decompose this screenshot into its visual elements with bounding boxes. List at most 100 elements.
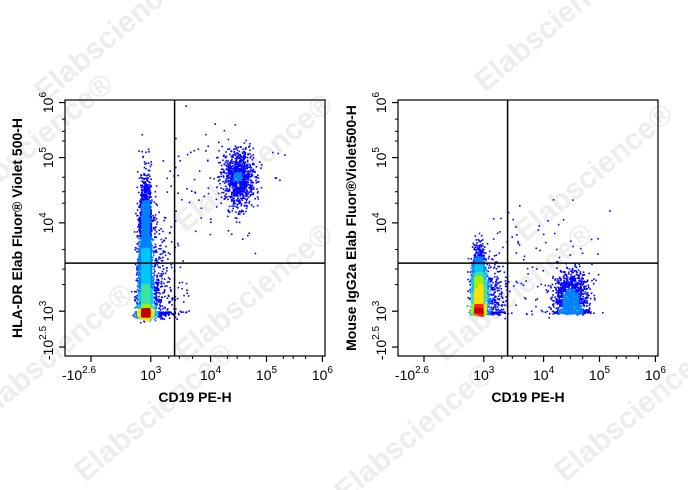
- event-dot: [150, 238, 152, 241]
- event-dot: [150, 249, 153, 251]
- event-dot: [227, 215, 229, 218]
- event-dot: [139, 200, 141, 202]
- event-dot: [147, 206, 149, 208]
- event-dot: [224, 182, 226, 184]
- event-dot: [209, 177, 211, 179]
- event-dot: [226, 174, 229, 177]
- event-dot: [153, 286, 155, 288]
- event-dot: [177, 192, 179, 194]
- event-dot: [230, 178, 232, 180]
- event-dot: [241, 199, 243, 201]
- event-dot: [170, 290, 172, 292]
- event-dot: [136, 288, 139, 291]
- watermark-text: Elabscience®: [168, 217, 339, 368]
- event-dot: [166, 281, 169, 283]
- event-dot: [156, 286, 159, 289]
- event-dot: [246, 183, 248, 186]
- event-dot: [230, 172, 232, 174]
- event-dot: [237, 188, 239, 190]
- event-dot: [155, 223, 158, 225]
- event-dot: [168, 312, 171, 315]
- event-dot: [143, 174, 145, 176]
- event-dot: [143, 209, 145, 211]
- event-dot: [232, 182, 235, 184]
- event-dot: [179, 310, 182, 313]
- event-dot: [236, 190, 238, 192]
- event-dot: [210, 218, 212, 220]
- event-dot: [242, 210, 245, 213]
- event-dot: [141, 186, 143, 189]
- event-dot: [154, 302, 156, 305]
- event-dot: [153, 283, 155, 286]
- event-dot: [164, 312, 166, 315]
- event-dot: [242, 183, 245, 185]
- event-dot: [239, 157, 242, 160]
- event-dot: [139, 278, 141, 280]
- event-dot: [237, 167, 240, 169]
- event-dot: [162, 251, 165, 254]
- event-dot: [163, 282, 165, 285]
- event-dot: [240, 191, 243, 193]
- event-dot: [144, 163, 146, 165]
- event-dot: [237, 211, 240, 214]
- event-dot: [237, 179, 239, 181]
- event-dot: [245, 174, 248, 176]
- event-dot: [252, 169, 254, 172]
- event-dot: [139, 204, 141, 206]
- event-dot: [225, 175, 228, 177]
- event-dot: [236, 217, 238, 220]
- event-dot: [242, 171, 245, 173]
- event-dot: [148, 188, 150, 190]
- event-dot: [247, 196, 250, 199]
- event-dot: [223, 163, 226, 165]
- event-dot: [227, 230, 230, 232]
- event-dot: [144, 206, 147, 208]
- event-dot: [233, 188, 236, 191]
- event-dot: [242, 178, 245, 180]
- event-dot: [228, 189, 231, 192]
- event-dot: [244, 156, 247, 158]
- event-dot: [149, 181, 151, 184]
- event-dot: [236, 199, 238, 201]
- event-dot: [152, 268, 155, 271]
- event-dot: [145, 186, 147, 189]
- event-dot: [169, 170, 171, 172]
- event-dot: [154, 265, 156, 267]
- event-dot: [230, 161, 232, 163]
- event-dot: [158, 258, 160, 260]
- event-dot: [150, 178, 152, 180]
- event-dot: [155, 257, 157, 260]
- event-dot: [156, 302, 158, 304]
- event-dot: [247, 172, 250, 175]
- event-dot: [170, 289, 172, 291]
- event-dot: [241, 238, 244, 240]
- event-dot: [257, 198, 260, 200]
- event-dot: [162, 256, 164, 259]
- event-dot: [235, 168, 238, 171]
- event-dot: [133, 290, 136, 293]
- event-dot: [248, 145, 251, 147]
- watermark-text: Elabscience®: [168, 87, 339, 238]
- event-dot: [136, 297, 138, 299]
- event-dot: [251, 174, 254, 177]
- event-dot: [219, 179, 221, 181]
- event-dot: [234, 171, 236, 174]
- event-dot: [249, 170, 252, 173]
- event-dot: [141, 177, 144, 180]
- event-dot: [229, 181, 232, 184]
- event-dot: [144, 201, 147, 203]
- event-dot: [170, 264, 172, 266]
- event-dot: [134, 315, 137, 317]
- event-dot: [145, 151, 147, 154]
- event-dot: [175, 308, 177, 310]
- event-dot: [151, 199, 153, 201]
- event-dot: [146, 174, 149, 177]
- event-dot: [147, 148, 150, 151]
- event-dot: [236, 156, 239, 159]
- event-dot: [176, 297, 179, 300]
- event-dot: [159, 312, 161, 315]
- event-dot: [151, 238, 154, 240]
- event-dot: [163, 278, 166, 280]
- event-dot: [154, 250, 156, 252]
- event-dot: [172, 313, 175, 316]
